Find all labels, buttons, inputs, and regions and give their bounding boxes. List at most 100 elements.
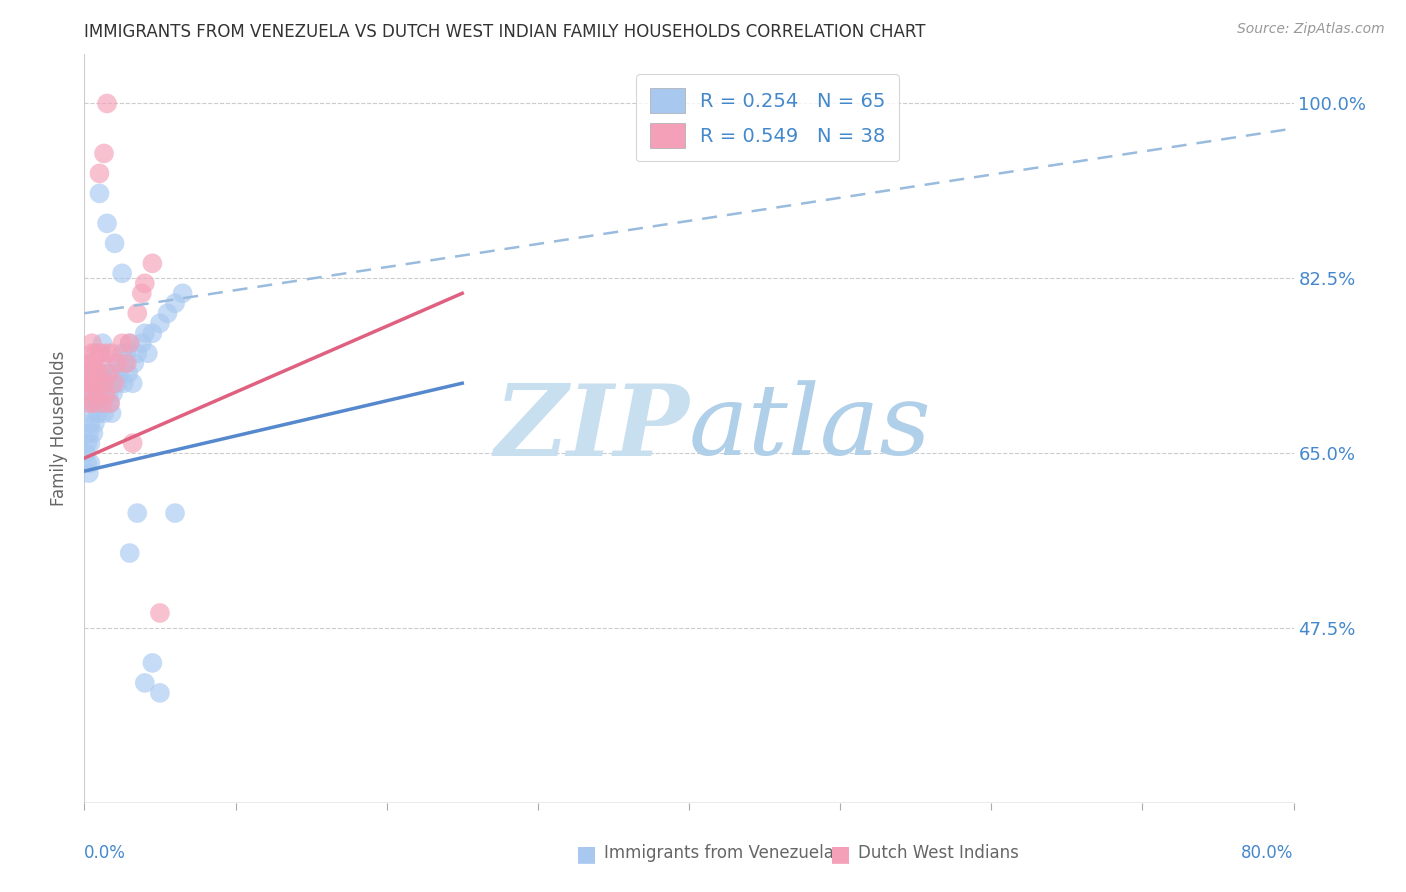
Point <box>86 356 108 370</box>
Point <box>89 346 111 360</box>
Point <box>118 546 141 560</box>
Point <box>117 366 139 380</box>
Point <box>96 346 118 360</box>
Point <box>80 376 103 391</box>
Point <box>89 166 111 180</box>
Y-axis label: Family Households: Family Households <box>51 351 69 506</box>
Point <box>77 426 100 441</box>
Point <box>121 376 143 391</box>
Text: 0.0%: 0.0% <box>84 844 127 862</box>
Point <box>84 366 107 380</box>
Point <box>93 406 115 420</box>
Text: Source: ZipAtlas.com: Source: ZipAtlas.com <box>1237 22 1385 37</box>
Point <box>127 506 149 520</box>
Point <box>94 386 117 401</box>
Point <box>89 186 111 201</box>
Point <box>80 366 103 380</box>
Point <box>100 406 122 420</box>
Point <box>112 376 135 391</box>
Point <box>97 366 120 380</box>
Point <box>80 396 103 410</box>
Point <box>76 366 98 380</box>
Text: 80.0%: 80.0% <box>1241 844 1294 862</box>
Point <box>94 376 117 391</box>
Point <box>76 436 98 450</box>
Point <box>90 366 112 380</box>
Point <box>121 436 143 450</box>
Point <box>80 336 103 351</box>
Point <box>86 376 108 391</box>
Point <box>80 346 103 360</box>
Point <box>87 376 110 391</box>
Point <box>165 296 187 310</box>
Point <box>77 466 100 480</box>
Point <box>77 396 100 410</box>
Point <box>141 326 163 341</box>
Point <box>131 336 153 351</box>
Point <box>172 286 194 301</box>
Point <box>82 396 104 410</box>
Text: ■: ■ <box>575 844 596 864</box>
Point <box>75 446 97 460</box>
Point <box>107 356 129 370</box>
Point <box>115 356 138 370</box>
Point <box>149 606 172 620</box>
Point <box>114 356 136 370</box>
Point <box>156 306 179 320</box>
Text: IMMIGRANTS FROM VENEZUELA VS DUTCH WEST INDIAN FAMILY HOUSEHOLDS CORRELATION CHA: IMMIGRANTS FROM VENEZUELA VS DUTCH WEST … <box>84 23 927 41</box>
Point <box>96 216 118 230</box>
Point <box>75 376 97 391</box>
Point <box>90 396 112 410</box>
Point <box>107 376 129 391</box>
Point <box>104 366 127 380</box>
Point <box>108 366 131 380</box>
Text: Dutch West Indians: Dutch West Indians <box>858 844 1019 862</box>
Point <box>86 396 108 410</box>
Point <box>89 386 111 401</box>
Point <box>90 346 112 360</box>
Point <box>134 326 156 341</box>
Text: atlas: atlas <box>689 381 932 475</box>
Point <box>76 456 98 470</box>
Point <box>79 456 101 470</box>
Point <box>111 346 134 360</box>
Point <box>76 356 98 370</box>
Point <box>149 686 172 700</box>
Point <box>134 676 156 690</box>
Point <box>141 656 163 670</box>
Point <box>84 386 107 401</box>
Point <box>165 506 187 520</box>
Point <box>96 96 118 111</box>
Point <box>97 386 120 401</box>
Point <box>79 386 101 401</box>
Point <box>122 356 145 370</box>
Point <box>80 406 103 420</box>
Point <box>86 376 108 391</box>
Point <box>79 416 101 430</box>
Point <box>118 336 141 351</box>
Text: ■: ■ <box>830 844 851 864</box>
Legend: R = 0.254   N = 65, R = 0.549   N = 38: R = 0.254 N = 65, R = 0.549 N = 38 <box>636 74 898 161</box>
Point <box>131 286 153 301</box>
Point <box>134 277 156 291</box>
Point <box>141 256 163 270</box>
Point <box>98 396 121 410</box>
Text: ZIP: ZIP <box>494 380 689 476</box>
Point <box>136 346 159 360</box>
Point <box>96 366 118 380</box>
Point <box>79 376 101 391</box>
Point <box>82 356 104 370</box>
Point <box>101 386 124 401</box>
Point <box>82 386 104 401</box>
Point <box>82 356 104 370</box>
Point <box>111 336 134 351</box>
Point <box>91 336 114 351</box>
Point <box>84 346 107 360</box>
Point <box>104 236 127 251</box>
Point <box>100 376 122 391</box>
Point <box>149 316 172 330</box>
Point <box>91 396 114 410</box>
Point <box>79 436 101 450</box>
Point <box>127 346 149 360</box>
Point <box>84 416 107 430</box>
